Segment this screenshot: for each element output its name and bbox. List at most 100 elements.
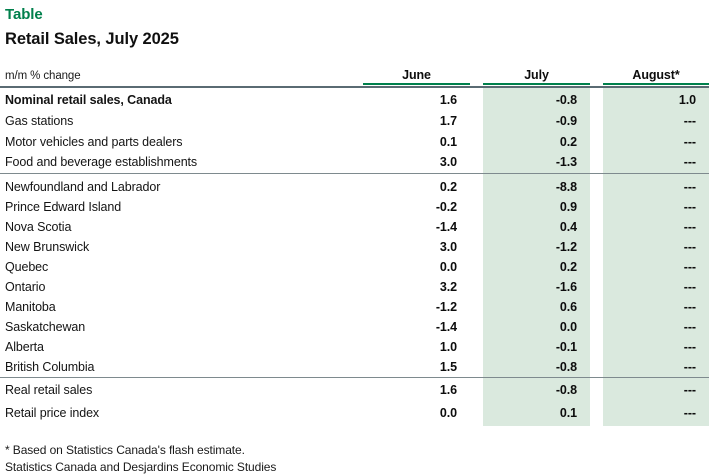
table-row: New Brunswick 3.0 -1.2 ---	[0, 237, 709, 257]
row-label: Quebec	[5, 260, 49, 274]
column-gap	[470, 277, 483, 297]
value-cell-june: -1.4	[435, 320, 457, 334]
value-cell-june: 0.0	[439, 260, 457, 274]
column-gap	[470, 111, 483, 132]
value-cell-june: 3.2	[439, 280, 457, 294]
row-label: Ontario	[5, 280, 46, 294]
column-gap	[470, 237, 483, 257]
section-separator	[0, 173, 709, 174]
unit-label: m/m % change	[5, 70, 81, 82]
footnote-flash-estimate: * Based on Statistics Canada's flash est…	[5, 443, 245, 457]
value-cell-july: -0.8	[555, 383, 577, 397]
value-cell-august: ---	[683, 340, 696, 354]
value-cell-june: -0.2	[435, 200, 457, 214]
value-cell-august: ---	[683, 300, 696, 314]
column-gap	[470, 177, 483, 197]
table-row: Ontario 3.2 -1.6 ---	[0, 277, 709, 297]
column-header-july: July	[483, 59, 590, 85]
value-cell-july: 0.4	[559, 220, 577, 234]
table-row: Saskatchewan -1.4 0.0 ---	[0, 317, 709, 337]
column-header-august: August*	[603, 59, 709, 85]
value-cell-june: 0.1	[439, 134, 457, 149]
figure-kicker: Table	[5, 6, 43, 23]
value-cell-july: -0.9	[555, 113, 577, 128]
column-gap	[470, 59, 483, 85]
value-cell-august: ---	[683, 113, 696, 128]
row-label: Manitoba	[5, 300, 56, 314]
value-cell-june: 0.2	[439, 180, 457, 194]
value-cell-june: -1.2	[435, 300, 457, 314]
value-cell-june: 1.6	[439, 93, 457, 107]
table-section-1: Newfoundland and Labrador 0.2 -8.8 --- Princ…	[0, 177, 709, 377]
table-row: Alberta 1.0 -0.1 ---	[0, 337, 709, 357]
column-gap	[590, 59, 603, 85]
column-gap	[470, 337, 483, 357]
column-gap	[470, 197, 483, 217]
row-label: Real retail sales	[5, 383, 93, 397]
row-label: Prince Edward Island	[5, 200, 122, 214]
column-gap	[470, 90, 483, 111]
footnote-source: Statistics Canada and Desjardins Economi…	[5, 460, 277, 474]
august-column-shading	[603, 88, 709, 426]
column-gap	[590, 217, 603, 237]
table-row: Newfoundland and Labrador 0.2 -8.8 ---	[0, 177, 709, 197]
value-cell-august: 1.0	[678, 93, 696, 107]
column-gap	[470, 297, 483, 317]
value-cell-june: 1.5	[439, 360, 457, 374]
column-gap	[590, 237, 603, 257]
value-cell-june: 1.0	[439, 340, 457, 354]
value-cell-july: -0.1	[555, 340, 577, 354]
header-rule	[0, 86, 709, 88]
row-label: Alberta	[5, 340, 44, 354]
column-gap	[590, 132, 603, 153]
value-cell-july: 0.6	[559, 300, 577, 314]
column-gap	[590, 152, 603, 173]
table-row: Quebec 0.0 0.2 ---	[0, 257, 709, 277]
table-section-0: Nominal retail sales, Canada 1.6 -0.8 1.0 Ga…	[0, 90, 709, 173]
column-gap	[470, 132, 483, 153]
row-label: Saskatchewan	[5, 320, 86, 334]
column-gap	[590, 379, 603, 402]
row-label: British Columbia	[5, 360, 95, 374]
column-gap	[590, 177, 603, 197]
value-cell-june: -1.4	[435, 220, 457, 234]
value-cell-august: ---	[683, 134, 696, 149]
value-cell-june: 1.6	[439, 383, 457, 397]
value-cell-july: 0.0	[559, 320, 577, 334]
value-cell-july: 0.2	[559, 260, 577, 274]
table-row: British Columbia 1.5 -0.8 ---	[0, 357, 709, 377]
table-row: Nova Scotia -1.4 0.4 ---	[0, 217, 709, 237]
column-gap	[470, 357, 483, 377]
table-body: Nominal retail sales, Canada 1.6 -0.8 1.0 Ga…	[0, 90, 709, 425]
table-row: Prince Edward Island -0.2 0.9 ---	[0, 197, 709, 217]
value-cell-august: ---	[683, 220, 696, 234]
column-gap	[590, 337, 603, 357]
value-cell-june: 0.0	[439, 406, 457, 420]
column-gap	[590, 111, 603, 132]
value-cell-july: 0.1	[559, 406, 577, 420]
table-row: Retail price index 0.0 0.1 ---	[0, 402, 709, 425]
column-gap	[590, 317, 603, 337]
value-cell-july: -1.3	[555, 155, 577, 170]
table-row: Gas stations 1.7 -0.9 ---	[0, 111, 709, 132]
value-cell-august: ---	[683, 155, 696, 170]
section-separator	[0, 377, 709, 378]
column-gap	[590, 297, 603, 317]
value-cell-august: ---	[683, 320, 696, 334]
value-cell-june: 1.7	[439, 113, 457, 128]
column-gap	[590, 402, 603, 425]
value-cell-august: ---	[683, 280, 696, 294]
column-gap	[470, 379, 483, 402]
table-row: Motor vehicles and parts dealers 0.1 0.2 --…	[0, 132, 709, 153]
column-gap	[470, 317, 483, 337]
value-cell-july: -8.8	[555, 180, 577, 194]
column-gap	[590, 257, 603, 277]
column-gap	[470, 257, 483, 277]
value-cell-august: ---	[683, 360, 696, 374]
value-cell-july: -1.6	[555, 280, 577, 294]
table-row: Real retail sales 1.6 -0.8 ---	[0, 379, 709, 402]
value-cell-june: 3.0	[439, 240, 457, 254]
july-column-shading	[483, 88, 590, 426]
value-cell-august: ---	[683, 200, 696, 214]
row-label: Motor vehicles and parts dealers	[5, 134, 183, 149]
